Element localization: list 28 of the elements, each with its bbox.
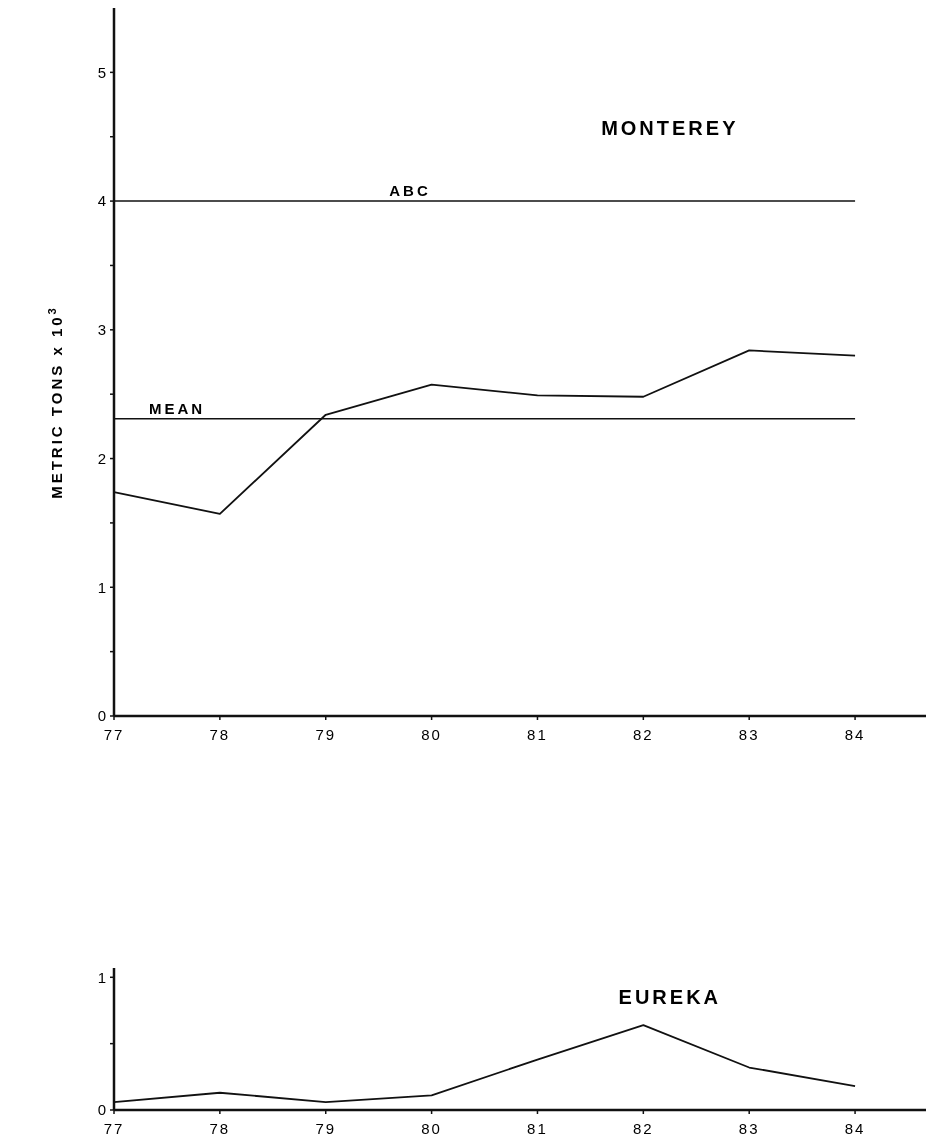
- ref-line-label: ABC: [389, 182, 431, 200]
- y-tick-label: 3: [97, 321, 106, 339]
- x-tick-label: 84: [844, 726, 866, 743]
- text: EUREKA: [618, 985, 722, 1008]
- x-tick-label: 79: [315, 726, 337, 743]
- y-tick-label: 0: [97, 1101, 106, 1119]
- x-tick-label: 82: [632, 1120, 654, 1137]
- x-tick-label: 83: [738, 726, 760, 743]
- x-tick-label: 81: [527, 726, 548, 743]
- x-tick-label: 84: [844, 1120, 866, 1137]
- x-tick-label: 82: [632, 726, 654, 743]
- y-tick-label: 2: [97, 449, 106, 467]
- x-tick-label: 79: [315, 1120, 337, 1137]
- x-tick-label: 77: [103, 726, 125, 743]
- x-tick-label: 81: [527, 1120, 548, 1137]
- y-tick-label: 1: [97, 968, 106, 986]
- x-tick-label: 78: [209, 726, 231, 743]
- y-tick-label: 1: [97, 578, 106, 596]
- x-tick-label: 77: [103, 1120, 125, 1137]
- ref-line-label: MEAN: [148, 399, 206, 417]
- x-tick-label: 83: [738, 1120, 760, 1137]
- x-tick-label: 80: [421, 726, 442, 743]
- text: MONTEREY: [601, 117, 739, 140]
- x-tick-label: 80: [421, 1120, 442, 1137]
- y-tick-label: 0: [97, 707, 106, 725]
- y-tick-label: 4: [97, 192, 106, 210]
- x-tick-label: 78: [209, 1120, 231, 1137]
- y-tick-label: 5: [97, 63, 106, 81]
